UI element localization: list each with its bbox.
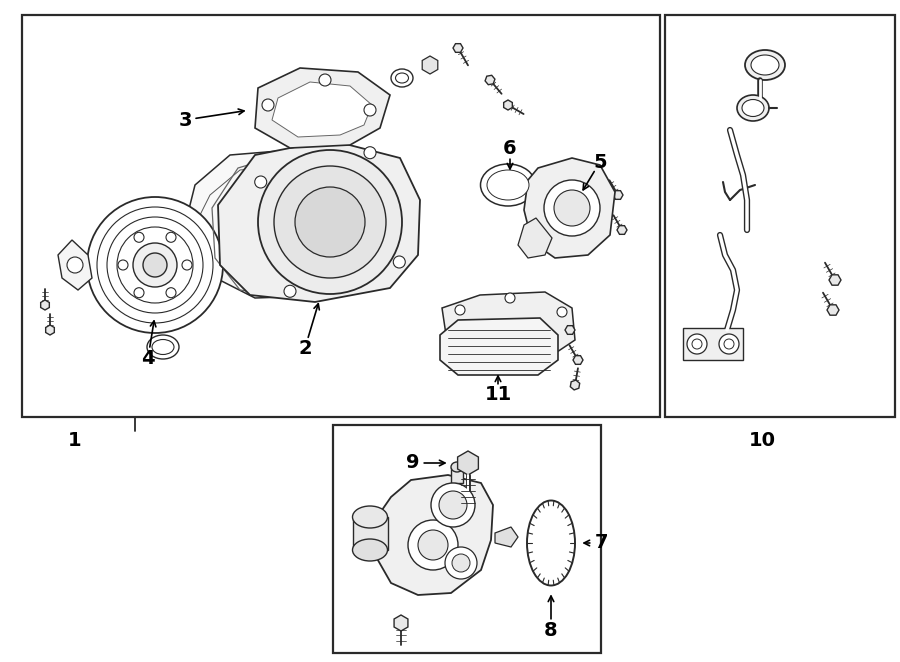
Circle shape: [143, 253, 167, 277]
Polygon shape: [373, 475, 493, 595]
Polygon shape: [451, 467, 463, 483]
Text: 5: 5: [593, 152, 607, 171]
Polygon shape: [495, 527, 518, 547]
Circle shape: [418, 530, 448, 560]
Polygon shape: [683, 328, 743, 360]
Circle shape: [295, 187, 365, 257]
Polygon shape: [518, 218, 552, 258]
Polygon shape: [272, 82, 372, 137]
Circle shape: [431, 483, 475, 527]
Circle shape: [719, 334, 739, 354]
Ellipse shape: [451, 462, 463, 472]
Ellipse shape: [751, 55, 779, 75]
Polygon shape: [185, 148, 400, 298]
Text: 11: 11: [484, 385, 511, 404]
Circle shape: [364, 147, 376, 159]
Circle shape: [87, 197, 223, 333]
Text: 7: 7: [594, 534, 608, 553]
Ellipse shape: [395, 73, 409, 83]
Ellipse shape: [391, 69, 413, 87]
Circle shape: [544, 180, 600, 236]
Polygon shape: [524, 158, 615, 258]
Ellipse shape: [737, 95, 769, 121]
Circle shape: [393, 256, 405, 268]
Bar: [665, 15, 895, 417]
Polygon shape: [353, 517, 388, 550]
Circle shape: [255, 176, 266, 188]
Circle shape: [319, 74, 331, 86]
Ellipse shape: [481, 164, 536, 206]
Circle shape: [687, 334, 707, 354]
Bar: [22, 15, 660, 417]
Circle shape: [724, 339, 734, 349]
Circle shape: [67, 257, 83, 273]
Circle shape: [166, 288, 176, 298]
Circle shape: [692, 339, 702, 349]
Text: 8: 8: [544, 620, 558, 639]
Circle shape: [554, 190, 590, 226]
Circle shape: [118, 260, 128, 270]
Ellipse shape: [152, 340, 174, 354]
Circle shape: [182, 260, 192, 270]
Ellipse shape: [147, 335, 179, 359]
Circle shape: [284, 285, 296, 297]
Circle shape: [97, 207, 213, 323]
Circle shape: [262, 99, 274, 111]
Circle shape: [117, 227, 193, 303]
Polygon shape: [218, 140, 420, 302]
Circle shape: [364, 104, 376, 116]
Ellipse shape: [353, 506, 388, 528]
Circle shape: [445, 547, 477, 579]
Text: 9: 9: [406, 453, 419, 473]
Ellipse shape: [527, 500, 575, 585]
Circle shape: [166, 232, 176, 242]
Bar: [333, 425, 601, 653]
Circle shape: [557, 307, 567, 317]
Text: 2: 2: [298, 338, 311, 357]
Circle shape: [505, 293, 515, 303]
Polygon shape: [440, 318, 558, 375]
Ellipse shape: [353, 539, 388, 561]
Circle shape: [408, 520, 458, 570]
Text: 4: 4: [141, 348, 155, 367]
Circle shape: [133, 243, 177, 287]
Polygon shape: [58, 240, 92, 290]
Circle shape: [274, 166, 386, 278]
Circle shape: [439, 491, 467, 519]
Circle shape: [258, 150, 402, 294]
Text: 10: 10: [749, 432, 776, 451]
Text: 6: 6: [503, 138, 517, 158]
Circle shape: [452, 554, 470, 572]
Ellipse shape: [487, 170, 529, 200]
Text: 3: 3: [178, 111, 192, 130]
Polygon shape: [442, 292, 575, 362]
Ellipse shape: [742, 99, 764, 117]
Circle shape: [455, 305, 465, 315]
Circle shape: [134, 288, 144, 298]
Polygon shape: [255, 68, 390, 148]
Text: 1: 1: [68, 432, 82, 451]
Ellipse shape: [745, 50, 785, 80]
Circle shape: [107, 217, 203, 313]
Circle shape: [134, 232, 144, 242]
